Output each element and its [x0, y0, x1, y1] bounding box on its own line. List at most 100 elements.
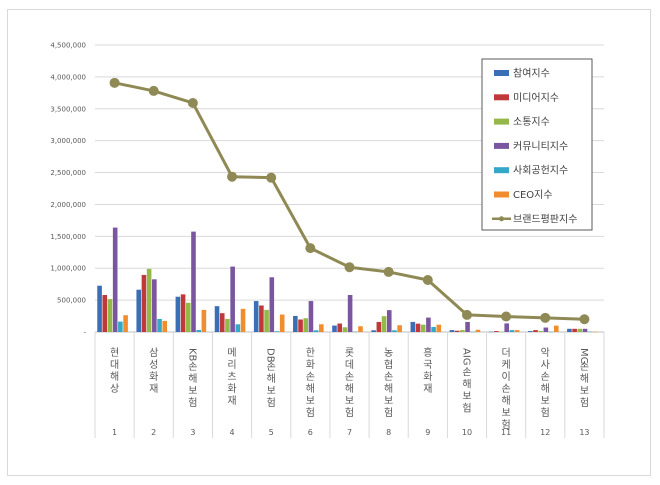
bar [235, 324, 241, 332]
bar [415, 323, 421, 332]
bar [102, 295, 108, 332]
legend-swatch [494, 70, 509, 76]
legend-marker [499, 216, 504, 222]
bar [358, 326, 363, 332]
bar [313, 330, 319, 332]
bar [538, 331, 543, 332]
line-series [109, 77, 590, 325]
bar [136, 289, 142, 332]
bar [548, 331, 554, 333]
bar [347, 295, 353, 332]
line-marker [579, 314, 590, 325]
bar [112, 227, 118, 332]
bar [191, 231, 196, 332]
bar [279, 314, 285, 332]
x-category-label-latin: AIG [460, 348, 471, 366]
bar [214, 306, 220, 332]
legend-label: 참여지수 [513, 68, 550, 80]
bar [431, 326, 436, 332]
bar [175, 296, 181, 332]
legend-swatch [494, 94, 509, 101]
bar [337, 323, 342, 332]
bar [118, 321, 123, 332]
y-axis: - 500,000 1,000,000 1,500,000 2,000,000 2,500… [50, 42, 86, 337]
bar [470, 331, 476, 333]
line-marker [383, 266, 394, 277]
bar [488, 331, 494, 333]
bar [157, 318, 162, 332]
bar [269, 277, 275, 332]
bar [426, 317, 431, 332]
bar [185, 302, 191, 332]
bar [180, 294, 186, 332]
y-tick-label: 4,000,000 [50, 73, 86, 81]
legend-label: 커뮤니티지수 [513, 140, 568, 152]
bar [201, 309, 207, 332]
bar [449, 330, 455, 332]
bar [196, 329, 201, 332]
line-marker [187, 97, 198, 108]
bar [381, 316, 387, 332]
legend-label: 브랜드평판지수 [513, 213, 577, 225]
line-marker [540, 312, 551, 323]
bar [141, 274, 147, 332]
y-tick-label: 2,000,000 [50, 201, 86, 209]
bar [303, 318, 309, 332]
bar [533, 330, 538, 332]
bar [123, 315, 128, 332]
x-rank-label: 6 [308, 428, 313, 437]
bar [162, 320, 168, 332]
line-marker [461, 309, 472, 320]
line-marker [148, 85, 159, 96]
bar [97, 285, 102, 332]
x-rank-label: 7 [347, 428, 352, 437]
bar [499, 331, 504, 333]
legend-swatch [494, 118, 509, 125]
bar [293, 315, 298, 332]
x-rank-label: 9 [425, 428, 430, 437]
bar [392, 330, 397, 332]
bar [572, 328, 577, 332]
bar [460, 330, 465, 332]
bar [465, 321, 470, 332]
bar [567, 328, 572, 332]
bar [475, 329, 481, 332]
bar [264, 309, 269, 332]
bar [274, 331, 280, 332]
bar [353, 331, 358, 333]
x-rank-label: 8 [386, 428, 391, 437]
y-tick-label: - [83, 329, 86, 337]
bar [587, 331, 593, 333]
bar [553, 325, 559, 332]
y-tick-label: 500,000 [57, 297, 86, 305]
bar [230, 266, 235, 332]
x-rank-label: 10 [462, 428, 472, 437]
bar [420, 324, 426, 332]
legend-swatch [494, 191, 509, 198]
y-tick-label: 2,500,000 [50, 169, 86, 177]
x-category-label-latin: DB [265, 348, 276, 363]
bar [225, 318, 230, 332]
x-rank-label: 1 [112, 428, 117, 437]
line-marker [227, 171, 238, 182]
bar [386, 310, 392, 332]
legend-label: 미디어지수 [513, 92, 559, 104]
line-marker [422, 275, 433, 286]
bar [259, 305, 264, 332]
bar [436, 324, 442, 332]
line-marker [305, 243, 316, 254]
bar [582, 328, 588, 332]
y-tick-label: 3,000,000 [50, 137, 86, 145]
legend-label: 사회공헌지수 [513, 165, 568, 177]
line-marker [109, 77, 120, 88]
x-rank-label: 11 [501, 428, 511, 437]
